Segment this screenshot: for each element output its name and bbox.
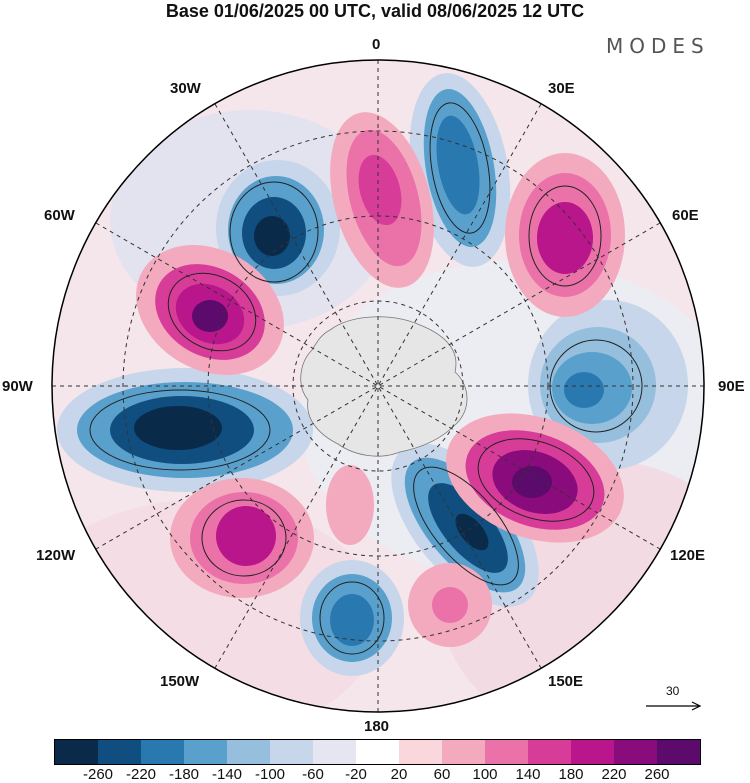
colorbar-tick-label: 220 [601, 766, 627, 783]
colorbar-tick-label: 20 [390, 766, 408, 783]
colorbar-tick-label: 260 [644, 766, 670, 783]
map-boundary [51, 59, 705, 713]
colorbar-tick-label: -140 [211, 766, 243, 783]
lon-label-60w: 60W [44, 207, 75, 224]
reference-arrow-icon [646, 701, 702, 711]
map-title: Base 01/06/2025 00 UTC, valid 08/06/2025… [165, 1, 585, 21]
colorbar-swatch [313, 740, 356, 764]
colorbar-swatch [399, 740, 442, 764]
colorbar-swatch [55, 740, 98, 764]
negative-anomaly-4 [391, 443, 539, 607]
reference-vector: 30 [640, 684, 710, 714]
colorbar [54, 739, 701, 765]
colorbar-swatch [356, 740, 399, 764]
colorbar-swatch [270, 740, 313, 764]
colorbar-tick-label: 100 [472, 766, 498, 783]
colorbar-swatch [657, 740, 700, 764]
lon-label-120e: 120E [670, 547, 706, 564]
lon-label-180: 180 [364, 718, 390, 735]
lat-lon-grid [52, 60, 704, 712]
colorbar-swatch [614, 740, 657, 764]
positive-anomaly-6 [326, 465, 492, 647]
reference-vector-label: 30 [666, 684, 680, 698]
colorbar-tick-label: 180 [558, 766, 584, 783]
lon-label-150e: 150E [548, 673, 584, 690]
lon-label-90e: 90E [718, 378, 745, 395]
lon-label-30e: 30E [548, 80, 575, 97]
polar-map [51, 59, 705, 713]
lon-label-0: 0 [372, 36, 381, 53]
colorbar-tick-label: -20 [345, 766, 367, 783]
anomaly-field [52, 60, 704, 712]
colorbar-tick-label: -60 [302, 766, 324, 783]
colorbar-swatch [184, 740, 227, 764]
colorbar-tick-label: -180 [168, 766, 200, 783]
lon-label-90w: 90W [2, 378, 33, 395]
colorbar-tick-label: -260 [82, 766, 114, 783]
positive-anomaly-2 [330, 112, 434, 288]
colorbar-swatch [141, 740, 184, 764]
negative-anomaly-6 [300, 560, 404, 676]
negative-anomaly-3 [57, 368, 313, 492]
colorbar-swatch [528, 740, 571, 764]
colorbar-swatch [98, 740, 141, 764]
positive-anomaly-3 [505, 153, 625, 317]
lon-label-120w: 120W [36, 547, 76, 564]
colorbar-swatch [571, 740, 614, 764]
colorbar-swatch [442, 740, 485, 764]
colorbar-tick-label: 60 [433, 766, 451, 783]
lon-label-60e: 60E [672, 207, 699, 224]
colorbar-tick-label: 140 [515, 766, 541, 783]
colorbar-tick-label: -220 [125, 766, 157, 783]
positive-anomaly-5 [170, 478, 314, 598]
modes-logo: MODES [606, 34, 710, 58]
lon-label-150w: 150W [160, 673, 200, 690]
colorbar-tick-label: -100 [254, 766, 286, 783]
lon-label-30w: 30W [170, 80, 201, 97]
wind-streamlines [89, 102, 643, 655]
colorbar-swatch [485, 740, 528, 764]
colorbar-swatch [227, 740, 270, 764]
